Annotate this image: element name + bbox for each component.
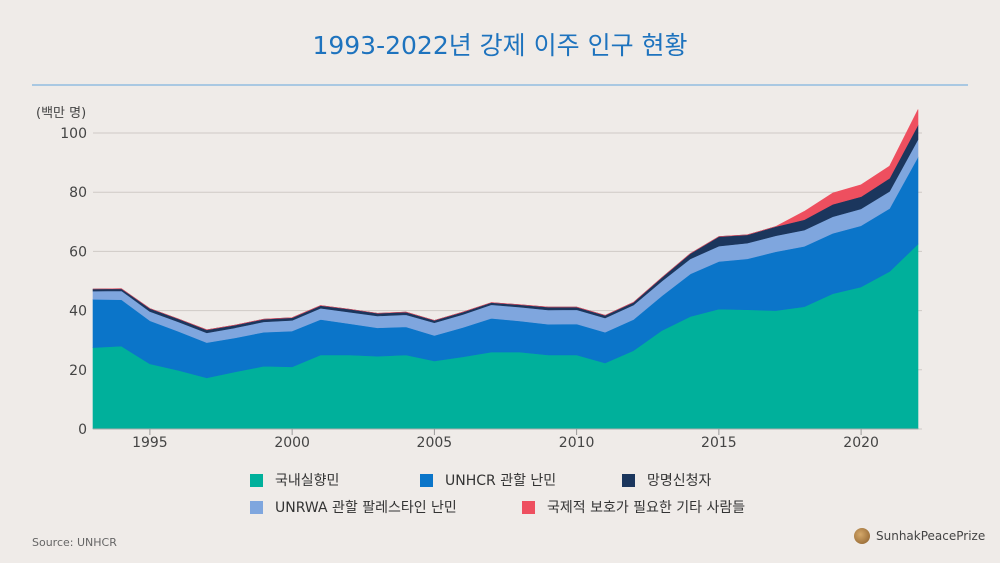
y-tick-label-40: 40 [69, 304, 87, 320]
series-area-5 [92, 109, 919, 331]
source-note: Source: UNHCR [32, 536, 117, 549]
x-tick-label-2010: 2010 [559, 435, 595, 451]
x-tick-label-2005: 2005 [417, 435, 453, 451]
legend-label-unrwa-refugees: UNRWA 관할 팔레스타인 난민 [275, 500, 457, 516]
legend-label-asylum-seekers: 망명신청자 [647, 473, 712, 489]
legend-label-other-protection: 국제적 보호가 필요한 기타 사람들 [547, 500, 746, 516]
legend-swatch-unhcr-refugees [420, 473, 433, 487]
brand: SunhakPeacePrize [854, 528, 985, 544]
legend-swatch-other-protection [522, 500, 535, 514]
y-tick-label-0: 0 [78, 422, 87, 438]
title-divider [32, 84, 968, 86]
legend-swatch-unrwa-refugees [250, 500, 263, 514]
legend-item-other-protection: 국제적 보호가 필요한 기타 사람들 [522, 497, 745, 517]
y-tick-label-60: 60 [69, 244, 87, 260]
y-axis-label: (백만 명) [36, 106, 86, 121]
chart-title: 1993-2022년 강제 이주 인구 현황 [312, 31, 688, 60]
x-tick-label-2015: 2015 [701, 435, 737, 451]
y-tick-label-20: 20 [69, 363, 87, 379]
legend-label-idp: 국내실향민 [275, 473, 340, 489]
x-tick-label-1995: 1995 [132, 435, 168, 451]
legend-swatch-idp [250, 473, 263, 487]
x-tick-label-2000: 2000 [274, 435, 310, 451]
legend-swatch-asylum-seekers [622, 473, 635, 487]
brand-name: SunhakPeacePrize [876, 529, 986, 543]
brand-logo-icon [854, 528, 870, 544]
legend-item-unhcr-refugees: UNHCR 관할 난민 [420, 470, 556, 490]
legend-item-asylum-seekers: 망명신청자 [622, 470, 711, 490]
y-tick-label-80: 80 [69, 185, 87, 201]
x-tick-label-2020: 2020 [843, 435, 879, 451]
legend-item-idp: 국내실향민 [250, 470, 339, 490]
legend-label-unhcr-refugees: UNHCR 관할 난민 [445, 473, 557, 489]
y-tick-label-100: 100 [60, 126, 87, 142]
legend-item-unrwa-refugees: UNRWA 관할 팔레스타인 난민 [250, 497, 457, 517]
